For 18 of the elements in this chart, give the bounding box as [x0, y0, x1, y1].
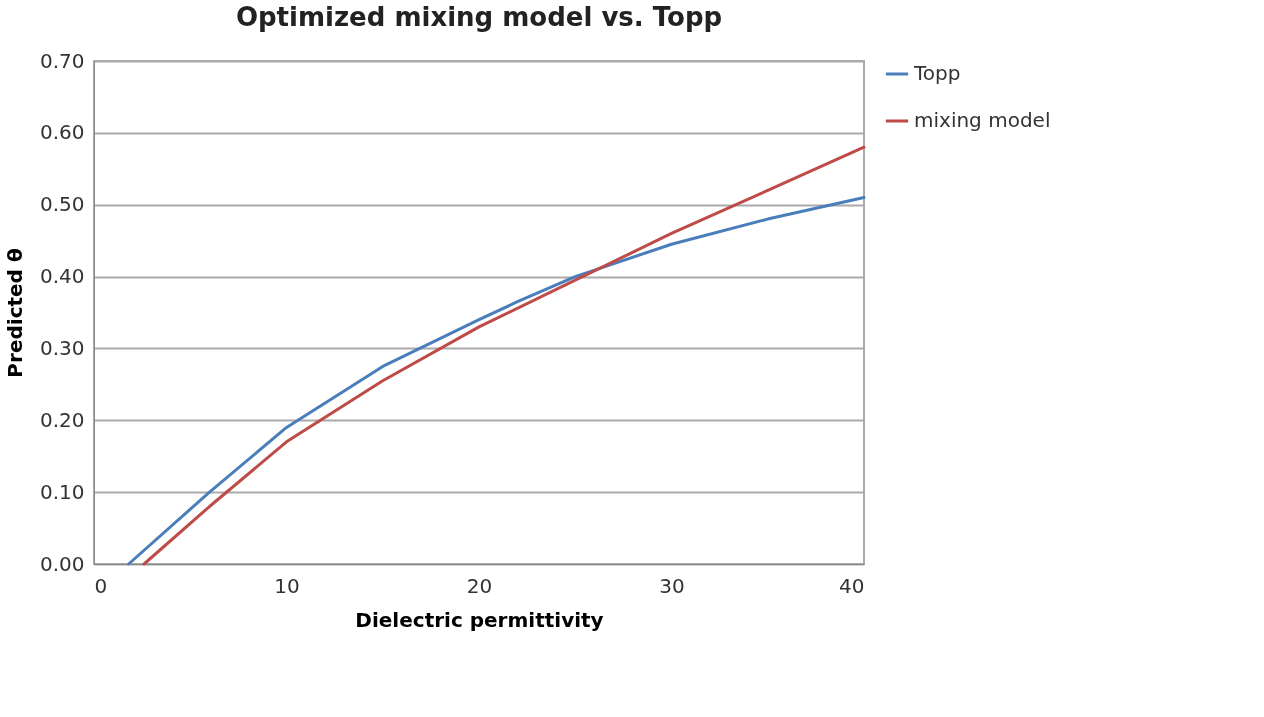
chart-title: Optimized mixing model vs. Topp	[235, 2, 723, 32]
x-tick-label: 20	[466, 573, 493, 598]
x-tick-label: 30	[659, 573, 685, 598]
x-tick-label: 10	[274, 573, 300, 598]
y-tick-label: 0.50	[39, 192, 85, 217]
y-tick-label: 0.70	[39, 48, 85, 73]
x-tick-label: 40	[839, 573, 865, 598]
y-tick-label: 0.40	[39, 264, 85, 289]
x-axis-title: Dielectric permittivity	[355, 607, 604, 632]
legend-label: mixing model	[914, 108, 1051, 132]
y-tick-label: 0.20	[39, 407, 85, 432]
y-tick-label: 0.30	[39, 335, 85, 360]
y-tick-label: 0.60	[39, 120, 85, 145]
legend-label: Topp	[913, 61, 961, 85]
y-tick-label: 0.10	[39, 479, 85, 504]
y-tick-label: 0.00	[39, 551, 85, 576]
x-tick-label: 0	[94, 573, 108, 598]
y-axis-title: Predicted θ	[2, 248, 27, 378]
